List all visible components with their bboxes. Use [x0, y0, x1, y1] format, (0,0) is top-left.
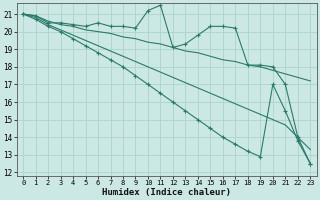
- X-axis label: Humidex (Indice chaleur): Humidex (Indice chaleur): [102, 188, 231, 197]
